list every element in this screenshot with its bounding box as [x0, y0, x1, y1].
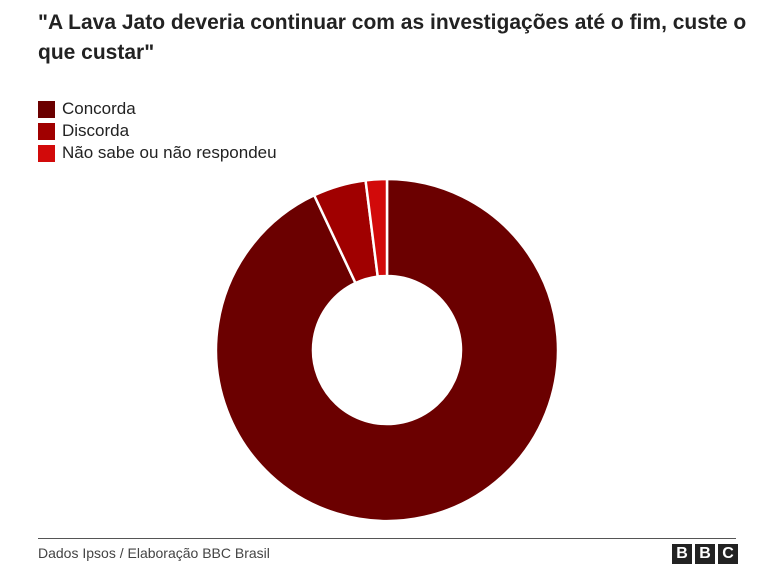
legend-swatch [38, 144, 55, 162]
logo-letter: B [672, 544, 692, 564]
legend-item: Discorda [38, 120, 277, 142]
legend-label: Discorda [62, 121, 130, 140]
legend-label: Concorda [62, 99, 136, 118]
donut-slice [364, 177, 389, 278]
chart-title: "A Lava Jato deveria continuar com as in… [38, 11, 747, 64]
logo-letter: B [695, 544, 715, 564]
footer-rule [38, 538, 736, 539]
legend-swatch [38, 122, 55, 140]
legend-label: Não sabe ou não respondeu [62, 143, 277, 162]
legend-item: Concorda [38, 98, 277, 120]
legend-swatch [38, 100, 55, 118]
donut-slice [214, 177, 560, 523]
legend-item: Não sabe ou não respondeu [38, 142, 277, 164]
legend: Concorda Discorda Não sabe ou não responde… [38, 98, 277, 164]
source: Dados Ipsos / Elaboração BBC Brasil [38, 545, 270, 561]
logo-letter: C [718, 544, 738, 564]
